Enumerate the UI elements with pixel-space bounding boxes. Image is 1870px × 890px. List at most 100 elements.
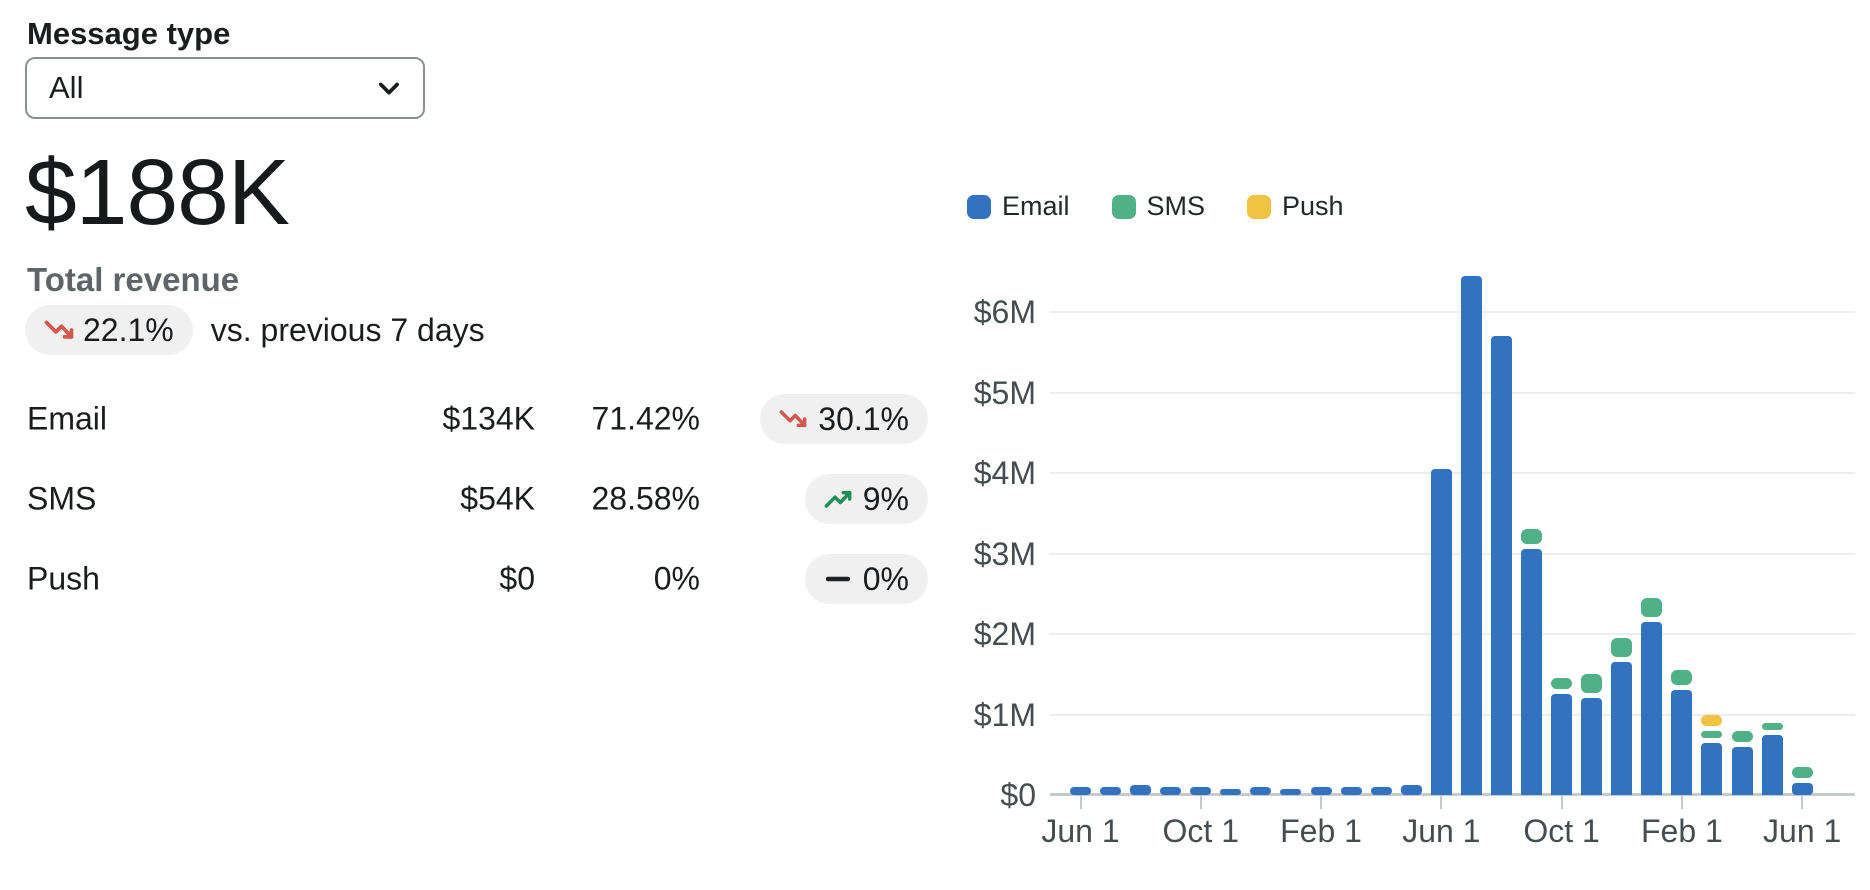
bar-segment-email[interactable]: [1460, 275, 1482, 795]
y-axis-label: $6M: [973, 294, 1036, 330]
bar-segment-email[interactable]: [1791, 782, 1813, 795]
channel-delta-value: 0%: [862, 560, 909, 597]
x-axis-label: Jun 1: [1041, 813, 1120, 849]
channel-delta-badge: 9%: [804, 474, 928, 524]
trend-up-icon: [824, 484, 854, 514]
x-axis-label: Feb 1: [1640, 813, 1723, 849]
bar-segment-sms[interactable]: [1761, 722, 1783, 730]
x-axis-tick: [1440, 796, 1443, 809]
bar-segment-email[interactable]: [1070, 786, 1091, 795]
bar-segment-sms[interactable]: [1551, 678, 1573, 690]
breakdown-row-push: Push $0 0% 0%: [27, 554, 928, 604]
x-axis-label: Oct 1: [1523, 813, 1600, 849]
x-axis-line: [1050, 793, 1855, 796]
message-type-selected-value: All: [49, 70, 84, 105]
chart-legend: Email SMS Push: [967, 191, 1344, 222]
chevron-down-icon: [375, 74, 403, 102]
bar-segment-sms[interactable]: [1671, 670, 1693, 686]
bar-segment-email[interactable]: [1581, 698, 1603, 795]
x-axis-tick: [1320, 796, 1323, 809]
breakdown-row-sms: SMS $54K 28.58% 9%: [27, 474, 928, 524]
bar-segment-email[interactable]: [1220, 788, 1242, 795]
bar-segment-email[interactable]: [1310, 786, 1332, 795]
y-axis-label: $3M: [973, 535, 1036, 572]
bar-segment-email[interactable]: [1701, 742, 1723, 795]
x-axis-label: Oct 1: [1162, 813, 1239, 849]
bar-segment-email[interactable]: [1100, 786, 1122, 795]
legend-label: SMS: [1146, 191, 1206, 221]
bar-segment-email[interactable]: [1370, 786, 1392, 795]
legend-label: Email: [1002, 191, 1070, 221]
bar-segment-email[interactable]: [1731, 746, 1753, 795]
bar-segment-email[interactable]: [1761, 734, 1783, 795]
channel-delta-badge: 0%: [804, 554, 928, 604]
breakdown-row-email: Email $134K 71.42% 30.1%: [27, 394, 928, 444]
bar-segment-email[interactable]: [1671, 690, 1693, 795]
legend-item-sms[interactable]: SMS: [1111, 191, 1206, 222]
bar-segment-email[interactable]: [1430, 468, 1452, 795]
sms-swatch-icon: [1111, 194, 1136, 219]
bar-segment-push[interactable]: [1701, 714, 1723, 726]
y-axis-label: $4M: [973, 455, 1036, 491]
channel-delta-value: 30.1%: [818, 400, 909, 437]
channel-name: Push: [27, 560, 100, 597]
bar-segment-sms[interactable]: [1611, 638, 1633, 658]
x-axis-tick: [1560, 796, 1563, 809]
channel-revenue: $0: [499, 560, 535, 597]
bar-segment-email[interactable]: [1521, 549, 1543, 795]
message-type-label: Message type: [27, 16, 231, 51]
channel-share: 0%: [653, 560, 700, 597]
channel-revenue: $134K: [442, 400, 535, 437]
x-axis-tick: [1199, 796, 1202, 809]
legend-item-email[interactable]: Email: [967, 191, 1070, 222]
bar-segment-email[interactable]: [1551, 694, 1573, 795]
bar-segment-email[interactable]: [1490, 336, 1512, 795]
channel-share: 71.42%: [591, 400, 700, 437]
gridline: [1050, 552, 1855, 555]
message-type-select[interactable]: All: [25, 57, 425, 119]
channel-share: 28.58%: [591, 480, 700, 517]
trend-flat-icon: [824, 564, 854, 594]
email-swatch-icon: [967, 194, 991, 219]
y-axis-label: $1M: [973, 696, 1036, 733]
bar-segment-sms[interactable]: [1581, 674, 1603, 694]
bar-segment-email[interactable]: [1340, 786, 1362, 795]
bar-segment-email[interactable]: [1280, 788, 1302, 795]
bar-segment-sms[interactable]: [1641, 597, 1663, 617]
y-axis-label: $0: [1000, 777, 1036, 813]
bar-segment-email[interactable]: [1250, 786, 1272, 795]
x-axis-tick: [1801, 796, 1804, 809]
bar-segment-email[interactable]: [1130, 785, 1152, 795]
gridline: [1050, 472, 1855, 474]
push-swatch-icon: [1247, 194, 1272, 219]
gridline: [1050, 713, 1855, 716]
comparison-period-text: vs. previous 7 days: [210, 311, 485, 348]
bar-segment-email[interactable]: [1190, 786, 1212, 795]
total-revenue-label: Total revenue: [27, 261, 240, 298]
channel-revenue: $54K: [460, 480, 535, 517]
channel-name: SMS: [27, 480, 97, 517]
bar-segment-email[interactable]: [1160, 786, 1182, 795]
x-axis-label: Jun 1: [1402, 813, 1481, 849]
channel-delta-value: 9%: [862, 480, 909, 517]
gridline: [1050, 633, 1855, 635]
total-delta-badge: 22.1%: [25, 305, 193, 355]
channel-name: Email: [27, 400, 108, 437]
bar-segment-sms[interactable]: [1791, 766, 1813, 778]
x-axis-label: Feb 1: [1280, 813, 1362, 849]
x-axis-tick: [1079, 796, 1082, 809]
bar-segment-email[interactable]: [1400, 785, 1422, 795]
bar-segment-email[interactable]: [1611, 662, 1633, 795]
comparison-row: 22.1% vs. previous 7 days: [25, 305, 485, 355]
trend-down-icon: [44, 315, 74, 345]
x-axis-tick: [1680, 796, 1683, 809]
bar-segment-sms[interactable]: [1731, 730, 1753, 742]
bar-segment-email[interactable]: [1641, 621, 1663, 795]
bar-segment-sms[interactable]: [1701, 730, 1723, 738]
legend-item-push[interactable]: Push: [1247, 191, 1344, 222]
channel-delta-badge: 30.1%: [760, 394, 928, 444]
bar-segment-sms[interactable]: [1521, 529, 1543, 545]
legend-label: Push: [1282, 191, 1344, 221]
